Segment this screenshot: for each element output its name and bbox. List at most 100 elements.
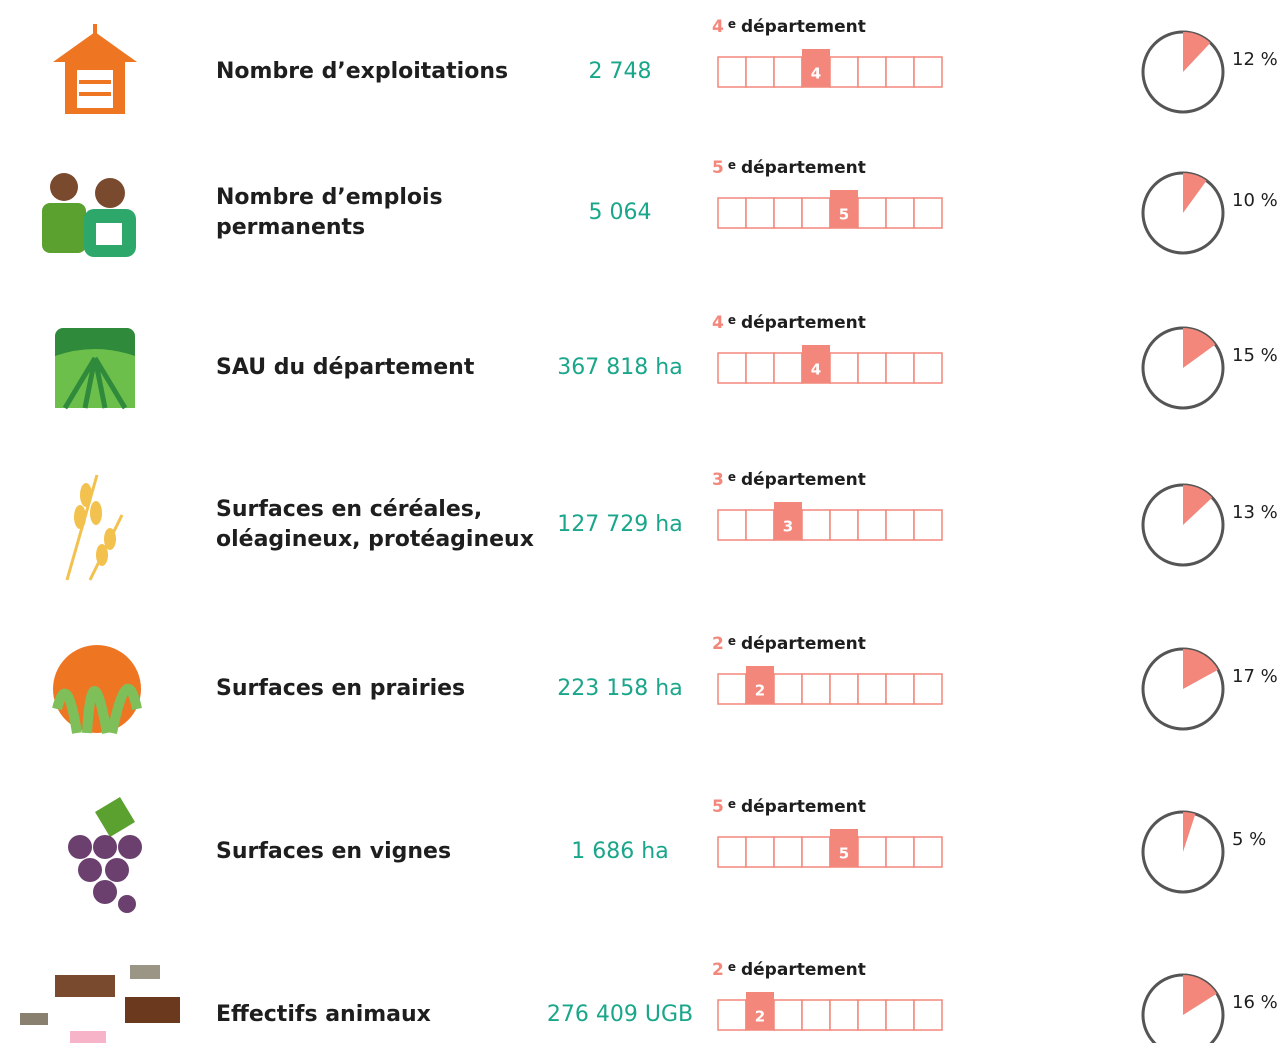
rank-word: département (741, 470, 866, 490)
rank-cell (914, 353, 942, 383)
rank-marker-label: 4 (811, 65, 821, 83)
share-label: 16 % (1232, 992, 1278, 1013)
icon-workers (42, 173, 136, 257)
rank-cell (858, 837, 886, 867)
row-value: 1 686 ha (571, 839, 668, 864)
rank-word: département (741, 158, 866, 178)
rank-cell (886, 198, 914, 228)
rank-suffix: e (728, 634, 736, 648)
rank-cell (858, 353, 886, 383)
share-label: 10 % (1232, 190, 1278, 211)
rank-cell (718, 57, 746, 87)
icon-farm (53, 24, 137, 114)
rank-cell (914, 837, 942, 867)
infographic: Nombre d’exploitations2 7484edépartement… (0, 0, 1285, 1043)
share-label: 12 % (1232, 49, 1278, 70)
rank-cell (830, 674, 858, 704)
rank-cell (886, 837, 914, 867)
row-value: 127 729 ha (557, 512, 682, 537)
rank-cell (858, 198, 886, 228)
row-label: Nombre d’exploitations (216, 59, 508, 84)
rank-marker-label: 2 (755, 682, 765, 700)
rank-cell (914, 674, 942, 704)
rank-cell (746, 510, 774, 540)
page: Nombre d’exploitations2 7484edépartement… (0, 0, 1285, 1043)
row-label: Surfaces en vignes (216, 839, 451, 864)
share-label: 17 % (1232, 666, 1278, 687)
rank-cell (718, 837, 746, 867)
rank-cell (746, 198, 774, 228)
rank-heading: 4edépartement (712, 313, 866, 334)
rank-marker-label: 2 (755, 1008, 765, 1026)
rank-suffix: e (728, 470, 736, 484)
rank-marker-label: 5 (839, 845, 849, 863)
rank-cell (802, 1000, 830, 1030)
share-label: 13 % (1232, 502, 1278, 523)
share-label: 15 % (1232, 345, 1278, 366)
rank-word: département (741, 17, 866, 37)
row-label: SAU du département (216, 355, 475, 380)
rank-number: 5 (712, 158, 724, 178)
rank-cell (886, 1000, 914, 1030)
row-label: Effectifs animaux (216, 1002, 431, 1027)
rank-cell (802, 510, 830, 540)
rank-suffix: e (728, 960, 736, 974)
rank-cell (774, 198, 802, 228)
rank-cell (774, 674, 802, 704)
share-label: 5 % (1232, 829, 1266, 850)
rank-cell (746, 57, 774, 87)
rank-cell (718, 510, 746, 540)
rank-marker-label: 4 (811, 361, 821, 379)
rank-number: 5 (712, 797, 724, 817)
rank-number: 4 (712, 17, 724, 37)
row-value: 367 818 ha (557, 355, 682, 380)
rank-number: 2 (712, 634, 724, 654)
rank-suffix: e (728, 17, 736, 31)
rank-word: département (741, 797, 866, 817)
rank-cell (914, 510, 942, 540)
rank-cell (746, 837, 774, 867)
rank-cell (858, 1000, 886, 1030)
row-value: 2 748 (589, 59, 652, 84)
rank-cell (774, 353, 802, 383)
icon-animals (20, 965, 180, 1043)
rank-cell (914, 57, 942, 87)
rank-cell (774, 57, 802, 87)
rank-suffix: e (728, 797, 736, 811)
icon-grass (53, 645, 141, 733)
rank-number: 4 (712, 313, 724, 333)
rank-cell (802, 198, 830, 228)
row-label: oléagineux, protéagineux (216, 527, 534, 552)
rank-marker-label: 5 (839, 206, 849, 224)
rank-word: département (741, 960, 866, 980)
rank-suffix: e (728, 158, 736, 172)
rank-cell (718, 674, 746, 704)
rank-cell (858, 57, 886, 87)
rank-heading: 4e département (712, 17, 866, 38)
rank-cell (718, 198, 746, 228)
rank-cell (858, 674, 886, 704)
rank-word: département (741, 634, 866, 654)
icon-grapes (68, 797, 142, 913)
rank-cell (774, 1000, 802, 1030)
rank-cell (830, 510, 858, 540)
rank-cell (718, 1000, 746, 1030)
icon-field (55, 328, 135, 408)
row-label: Surfaces en prairies (216, 676, 465, 701)
rank-number: 2 (712, 960, 724, 980)
rank-number: 3 (712, 470, 724, 490)
row-value: 223 158 ha (557, 676, 682, 701)
rank-cell (886, 57, 914, 87)
row-label: permanents (216, 215, 365, 240)
rank-cell (830, 353, 858, 383)
row-value: 5 064 (589, 200, 652, 225)
rank-cell (802, 674, 830, 704)
row-label: Surfaces en céréales, (216, 497, 482, 522)
rank-cell (914, 1000, 942, 1030)
rank-cell (830, 1000, 858, 1030)
rank-cell (802, 837, 830, 867)
